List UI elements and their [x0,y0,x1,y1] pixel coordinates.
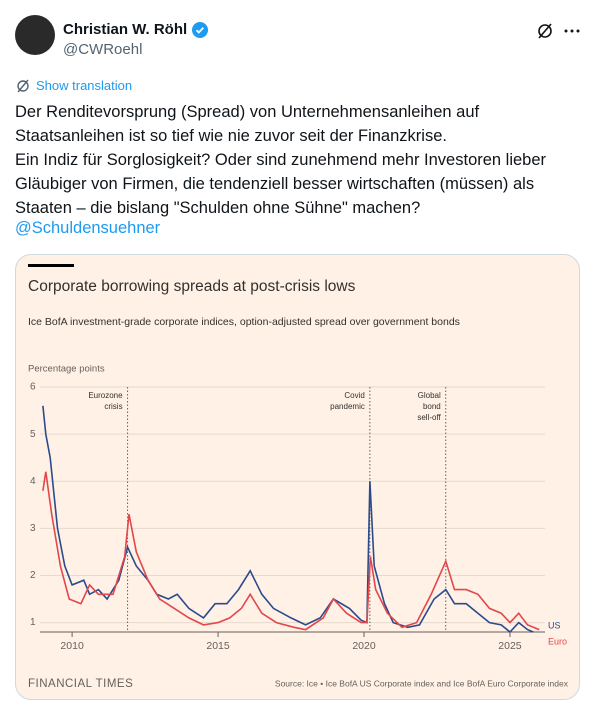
annotation-label: crisis [104,402,122,411]
annotation-label: Eurozone [88,391,123,400]
x-tick-label: 2025 [498,640,522,652]
brand: FINANCIAL TIMES [28,678,133,690]
tweet-line: Staaten – die bislang "Schulden ohne Süh… [15,199,421,217]
y-tick-label: 3 [30,523,36,534]
x-tick-label: 2020 [352,640,376,652]
verified-badge [192,22,208,38]
card[interactable] [15,254,580,700]
source: Source: Ice • Ice BofA US Corporate inde… [275,678,569,688]
chart-subtitle: Ice BofA investment-grade corporate indi… [28,316,460,328]
x-tick-label: 2010 [60,640,84,652]
y-axis-label: Percentage points [28,364,105,375]
annotation-label: Covid [344,391,364,400]
title-bar [28,264,74,267]
tweet-line: Ein Indiz für Sorglosigkeit? Oder sind z… [15,151,547,169]
annotation-label: pandemic [330,402,365,411]
handle[interactable]: @CWRoehl [63,41,143,58]
header-icons[interactable] [536,22,586,40]
tweet-line: Der Renditevorsprung (Spread) von Untern… [15,103,480,121]
tweet-line: Staatsanleihen ist so tief wie nie zuvor… [15,127,447,145]
legend-label: US [548,620,561,630]
series-line [42,471,540,631]
chart-title: Corporate borrowing spreads at post-cris… [28,278,356,295]
y-tick-label: 4 [30,476,36,487]
y-tick-label: 6 [30,382,36,393]
y-tick-label: 5 [30,429,36,440]
show-translation[interactable]: Show translation [36,78,133,93]
annotation-label: bond [423,402,441,411]
legend-label: Euro [548,636,567,646]
author-name[interactable]: Christian W. Röhl [63,21,188,38]
annotation-label: sell-off [417,413,441,422]
annotation-label: Global [418,391,441,400]
avatar[interactable] [15,15,55,55]
series-line [42,405,534,634]
tweet-line: Gläubiger von Firmen, die tendenziell be… [15,175,535,193]
translate-icon [17,79,29,93]
y-tick-label: 2 [30,570,36,581]
x-tick-label: 2015 [206,640,230,652]
y-tick-label: 1 [30,617,36,628]
tweet-text: Der Renditevorsprung (Spread) von Untern… [15,100,546,220]
mention[interactable]: @Schuldensuehner [15,219,161,237]
